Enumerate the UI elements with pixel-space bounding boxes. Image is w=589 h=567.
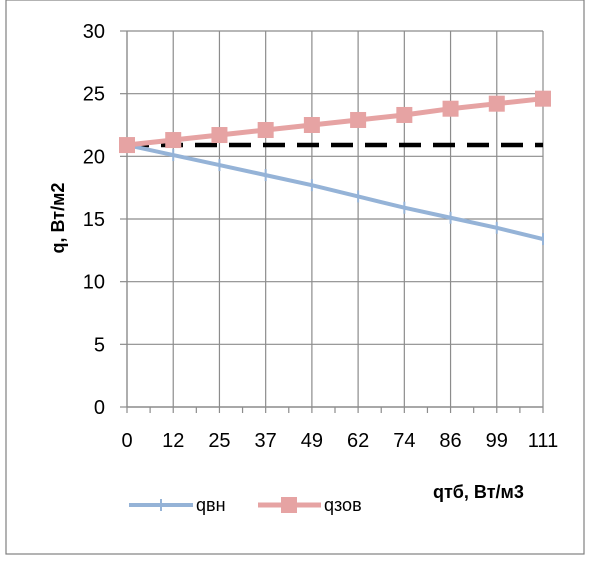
y-tick-label: 10 (83, 272, 105, 294)
series-qzov (119, 90, 551, 154)
data-point (165, 132, 182, 149)
axes (120, 30, 544, 413)
data-point (535, 90, 551, 107)
legend-item-qvn: qвн (129, 495, 226, 515)
x-tick-label: 49 (301, 430, 323, 452)
y-tick-label: 0 (94, 397, 105, 419)
data-point (211, 127, 228, 144)
data-point (350, 111, 367, 128)
y-axis-title: q, Вт/м2 (48, 183, 68, 254)
x-tick-label: 0 (121, 430, 132, 452)
series-line (126, 96, 544, 148)
x-tick-label: 37 (255, 430, 277, 452)
legend-label-qvn: qвн (196, 495, 226, 515)
x-tick-label: 99 (486, 430, 508, 452)
data-point (442, 100, 459, 117)
legend: qвн qзов (129, 495, 362, 515)
legend-marker-qzov (281, 497, 297, 513)
y-tick-labels: 0 5 10 15 20 25 30 (83, 21, 105, 419)
series-layer (119, 90, 551, 246)
series-line (126, 143, 544, 241)
x-tick-label: 111 (528, 430, 558, 452)
chart-border (5, 0, 585, 555)
x-tick-label: 12 (162, 430, 184, 452)
y-tick-label: 25 (83, 84, 105, 106)
data-point (119, 137, 135, 154)
gridlines (127, 30, 544, 407)
x-axis-title: qтб, Вт/м3 (433, 482, 524, 502)
x-tick-label: 74 (393, 430, 415, 452)
y-tick-label: 20 (83, 146, 105, 168)
y-tick-label: 30 (83, 21, 105, 43)
y-tick-label: 5 (94, 334, 105, 356)
data-point (303, 117, 320, 133)
x-tick-label: 25 (208, 430, 230, 452)
legend-label-qzov: qзов (324, 495, 362, 515)
y-tick-label: 15 (83, 209, 105, 231)
legend-item-qzov: qзов (258, 495, 362, 515)
data-point (257, 122, 274, 139)
x-tick-label: 86 (439, 430, 461, 452)
x-tick-labels: 0 12 25 37 49 62 74 86 99 111 (121, 430, 558, 452)
x-tick-label: 62 (347, 430, 369, 452)
data-point (488, 95, 505, 112)
data-point (396, 106, 413, 123)
